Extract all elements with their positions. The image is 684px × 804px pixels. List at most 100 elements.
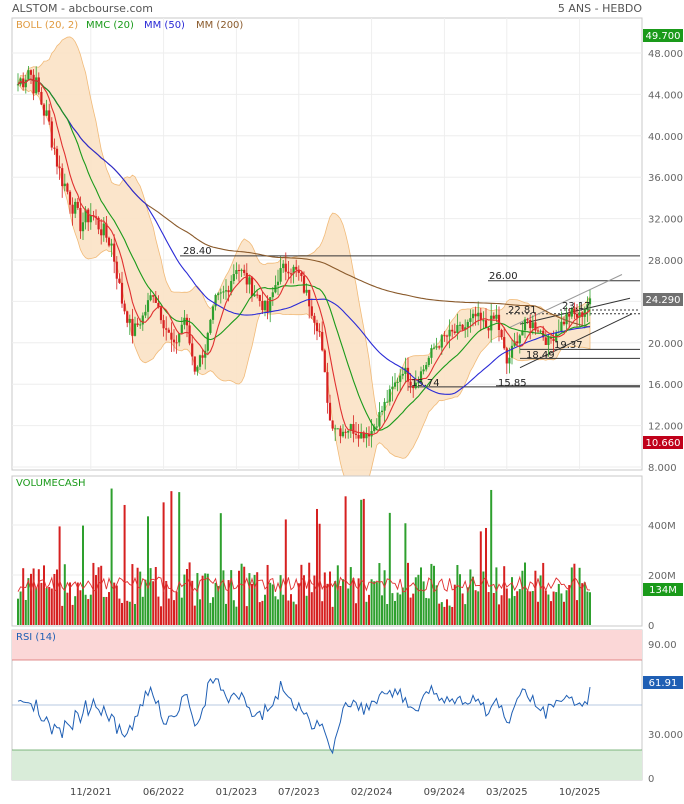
x-axis-label: 09/2024 [424,787,466,798]
annotation-label: 15.74 [411,378,440,389]
volume-bar [394,600,396,625]
candle-body [250,277,254,297]
annotation-label: 28.40 [183,246,212,257]
candle-body [71,204,74,214]
candle-body [456,325,459,333]
candle-body [45,110,48,116]
candle-body [549,337,553,339]
volume-bar [162,502,165,625]
volume-bar [30,573,32,625]
candle-body [331,420,334,429]
candle-body [105,223,108,238]
volume-bar [542,562,545,625]
candle-body [48,110,51,122]
volume-bar [409,597,412,625]
volume-bar [469,569,472,625]
volume-bar [251,583,253,625]
candle-body [526,319,529,321]
candle-body [113,243,116,262]
candle-body [120,282,124,304]
volume-bar [214,582,217,625]
volume-bar [557,583,560,625]
volume-bar [570,567,573,625]
rsi-badge-text: 61.91 [649,678,678,689]
rsi-tick: 30.000 [648,730,683,741]
candle-body [198,355,202,367]
candle-body [232,274,235,281]
x-axis-label: 02/2024 [351,787,393,798]
candle-body [474,313,477,317]
volume-bar [183,574,186,625]
candle-body [271,292,274,298]
candle-body [118,278,121,283]
candle-body [412,385,415,389]
annotation-label: 19.37 [554,340,583,351]
candle-body [287,271,290,274]
candle-body [42,104,46,116]
volume-bar [264,594,266,625]
volume-bar [204,573,207,625]
candle-body [391,386,394,390]
candle-body [479,312,482,321]
candle-body [102,223,105,236]
last-badge [643,293,683,306]
candle-body [492,315,495,319]
volume-bar [110,488,113,625]
candle-body [422,369,425,372]
volume-bar [134,603,136,625]
candle-body [393,382,397,387]
volume-bar [118,598,121,625]
candle-body [206,332,209,351]
candle-body [536,330,540,332]
price-tick-label: 48.000 [648,49,683,60]
volume-bar [404,523,407,625]
candle-body [79,207,82,232]
volume-bar [347,588,350,625]
volume-bar [448,605,451,625]
volume-bar [521,570,524,625]
volume-bar [149,568,152,625]
volume-bar [344,496,347,625]
volume-bar [490,489,493,625]
volume-bar [329,571,331,625]
volume-bar [69,582,71,625]
chart-period: 5 ANS - HEBDO [558,2,642,15]
volume-bar [32,568,35,625]
candle-body [321,331,324,351]
candle-body [315,322,319,332]
volume-bar [209,602,212,625]
candle-body [63,183,66,187]
volume-bar [79,590,82,625]
candle-body [310,306,313,316]
legend-mm200: MM (200) [196,20,243,31]
candle-body [170,332,173,340]
volume-drawing [17,488,591,625]
volume-bar [430,563,433,625]
candle-body [126,311,129,323]
candle-body [469,318,472,322]
volume-bar [56,569,58,625]
candle-body [531,322,534,329]
rsi-line [17,678,591,755]
volume-bar [256,572,259,625]
volume-bar [357,578,360,625]
volume-bar [227,580,230,625]
candle-body [217,293,220,296]
volume-bar [435,585,438,625]
volume-bar [160,606,162,625]
candle-body [61,168,64,187]
volume-bar [310,592,313,625]
volume-bar [178,492,181,625]
volume-bar [27,578,30,625]
volume-bar [121,602,123,625]
candle-body [188,325,191,344]
trendline-lower [519,313,633,369]
volume-bar [180,597,183,625]
volume-bar [321,601,324,625]
candle-body [341,431,345,437]
candle-body [248,277,251,285]
candle-body [565,313,568,325]
volume-tick: 400M [648,521,676,532]
candle-body [37,77,40,92]
volume-bar [451,606,454,625]
